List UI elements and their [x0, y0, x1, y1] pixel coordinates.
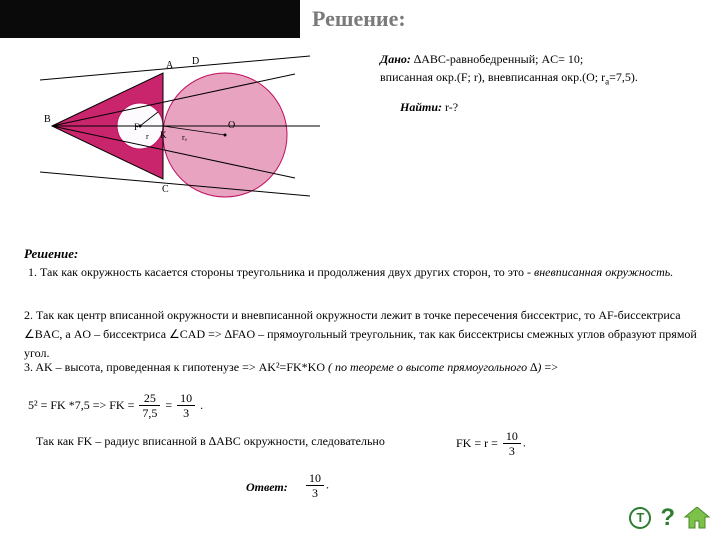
answer-value: 10 3 .	[304, 472, 329, 499]
eq-tail: .	[200, 398, 203, 413]
find-label: Найти:	[400, 100, 442, 114]
answer-label: Ответ:	[246, 480, 288, 495]
help-button[interactable]: ?	[660, 504, 675, 532]
step3-pre: 3. AK – высота, проведенная к гипотенузе…	[24, 360, 328, 374]
label-b: B	[44, 114, 51, 125]
eq-frac1: 25 7,5	[139, 392, 160, 419]
given-block: Дано: ∆ABC-равнобедренный; AC= 10; вписа…	[380, 50, 710, 89]
eq-lhs: 5² = FK *7,5 => FK =	[28, 398, 134, 413]
fk-equation: FK = r = 10 3 .	[456, 430, 526, 457]
equation-line: 5² = FK *7,5 => FK = 25 7,5 = 10 3 .	[28, 392, 708, 432]
label-ra: rₐ	[182, 133, 188, 142]
given-label: Дано:	[380, 52, 411, 66]
step-3: 3. AK – высота, проведенная к гипотенузе…	[24, 358, 704, 377]
given-tail: =7,5).	[609, 70, 638, 84]
label-r: r	[146, 132, 149, 141]
home-button[interactable]	[684, 507, 710, 529]
step-2: 2. Так как центр вписанной окружности и …	[24, 306, 704, 364]
find-value: r-?	[442, 100, 458, 114]
header-dark-box	[0, 0, 300, 38]
given-text2: вписанная окр.(F; r), вневписанная окр.(…	[380, 70, 605, 84]
find-block: Найти: r-?	[400, 100, 458, 115]
step1-pre: 1. Так как окружность касается стороны т…	[28, 265, 534, 279]
step1-ital: вневписанная окружность.	[534, 265, 673, 279]
geometry-diagram: A B C D F K O r rₐ	[40, 40, 340, 220]
label-c: C	[162, 184, 169, 195]
label-f: F	[134, 122, 139, 132]
step3-ital: ( по теореме о высоте прямоугольного ∆)	[328, 360, 541, 374]
given-text1: ∆ABC-равнобедренный; AC= 10;	[411, 52, 583, 66]
page-title: Решение:	[312, 6, 406, 32]
follow-text: Так как FK – радиус вписанной в ∆АВС окр…	[36, 434, 636, 449]
step-1: 1. Так как окружность касается стороны т…	[28, 264, 698, 281]
eq-frac2: 10 3	[177, 392, 195, 419]
label-o: O	[228, 120, 235, 131]
label-a: A	[166, 60, 174, 71]
label-d: D	[192, 56, 199, 67]
solution-label: Решение:	[24, 246, 78, 262]
theory-button[interactable]: T	[629, 507, 651, 529]
label-k: K	[160, 130, 167, 140]
eq-mid: =	[165, 398, 172, 413]
nav-icons: T ?	[623, 504, 710, 532]
step3-post: =>	[541, 360, 558, 374]
